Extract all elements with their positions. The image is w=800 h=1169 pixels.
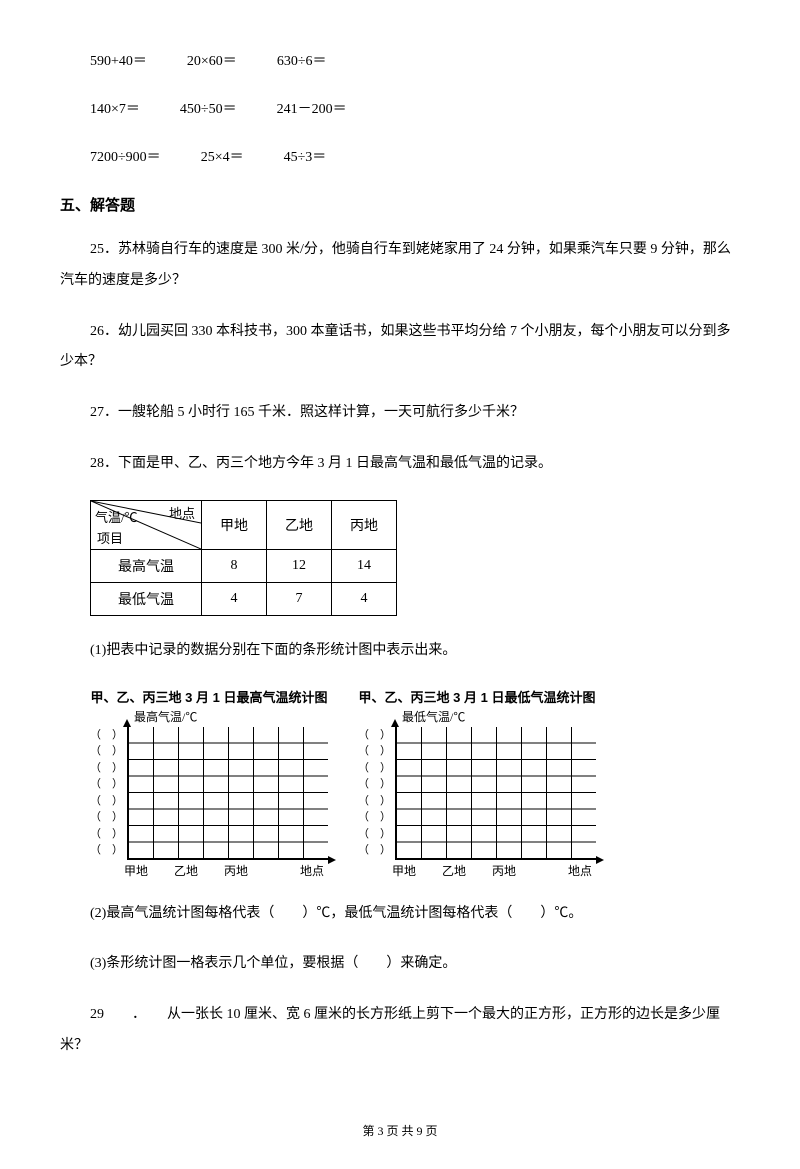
equation: 590+40＝	[90, 50, 147, 70]
table-cell: 14	[332, 549, 397, 582]
page-footer: 第 3 页 共 9 页	[60, 1122, 740, 1139]
chart-grid	[127, 727, 328, 860]
equation: 241－200＝	[277, 98, 347, 118]
question-29: 29 ． 从一张长 10 厘米、宽 6 厘米的长方形纸上剪下一个最大的正方形，正…	[60, 1000, 740, 1062]
x-axis-arrow-icon	[328, 856, 336, 864]
chart-ylabel: 最高气温/℃	[134, 708, 197, 725]
equation: 7200÷900＝	[90, 146, 161, 166]
y-axis-arrow-icon	[123, 719, 131, 727]
chart-xlabels: 甲地 乙地 丙地 地点	[392, 862, 592, 879]
table-diagonal-header: 地点 气温/℃ 项目	[91, 500, 202, 549]
chart-title: 甲、乙、丙三地 3 月 1 日最高气温统计图	[91, 687, 328, 706]
section-title: 五、解答题	[60, 194, 740, 215]
table-cell: 8	[202, 549, 267, 582]
table-row: 最高气温 8 12 14	[91, 549, 397, 582]
table-cell: 4	[202, 582, 267, 615]
equation-row-1: 590+40＝ 20×60＝ 630÷6＝	[60, 50, 740, 70]
diag-label-left: 气温/℃	[95, 507, 138, 526]
question-28-2: (2)最高气温统计图每格代表（ ）℃，最低气温统计图每格代表（ ）℃。	[60, 899, 740, 930]
question-28-intro: 28．下面是甲、乙、丙三个地方今年 3 月 1 日最高气温和最低气温的记录。	[60, 449, 740, 480]
table-cell: 12	[267, 549, 332, 582]
chart-yticks: （ ） （ ） （ ） （ ） （ ） （ ） （ ） （ ）	[90, 727, 123, 859]
chart-grid	[395, 727, 596, 860]
temperature-table: 地点 气温/℃ 项目 甲地 乙地 丙地 最高气温 8 12 14 最低气温 4 …	[90, 500, 397, 616]
question-26: 26．幼儿园买回 330 本科技书，300 本童话书，如果这些书平均分给 7 个…	[60, 317, 740, 379]
table-col-header: 乙地	[267, 500, 332, 549]
diag-label-bot: 项目	[97, 528, 123, 547]
question-25: 25．苏林骑自行车的速度是 300 米/分，他骑自行车到姥姥家用了 24 分钟，…	[60, 235, 740, 297]
equation: 630÷6＝	[277, 50, 327, 70]
equation: 45÷3＝	[284, 146, 327, 166]
chart-ylabel: 最低气温/℃	[402, 708, 465, 725]
table-row-label: 最高气温	[91, 549, 202, 582]
chart-yticks: （ ） （ ） （ ） （ ） （ ） （ ） （ ） （ ）	[358, 727, 391, 859]
question-28-3: (3)条形统计图一格表示几个单位，要根据（ ）来确定。	[60, 949, 740, 980]
y-axis-arrow-icon	[391, 719, 399, 727]
table-cell: 4	[332, 582, 397, 615]
question-27: 27．一艘轮船 5 小时行 165 千米．照这样计算，一天可航行多少千米？	[60, 398, 740, 429]
chart-title: 甲、乙、丙三地 3 月 1 日最低气温统计图	[359, 687, 596, 706]
equation: 25×4＝	[201, 146, 244, 166]
table-cell: 7	[267, 582, 332, 615]
low-temp-chart: 甲、乙、丙三地 3 月 1 日最低气温统计图 最低气温/℃ （ ） （ ） （ …	[358, 687, 596, 879]
equation: 140×7＝	[90, 98, 140, 118]
table-col-header: 甲地	[202, 500, 267, 549]
diag-label-top: 地点	[169, 503, 195, 522]
equation-row-3: 7200÷900＝ 25×4＝ 45÷3＝	[60, 146, 740, 166]
x-axis-arrow-icon	[596, 856, 604, 864]
equation-row-2: 140×7＝ 450÷50＝ 241－200＝	[60, 98, 740, 118]
table-row: 最低气温 4 7 4	[91, 582, 397, 615]
chart-xlabels: 甲地 乙地 丙地 地点	[124, 862, 324, 879]
table-row-label: 最低气温	[91, 582, 202, 615]
charts-container: 甲、乙、丙三地 3 月 1 日最高气温统计图 最高气温/℃ （ ） （ ） （ …	[90, 687, 740, 879]
high-temp-chart: 甲、乙、丙三地 3 月 1 日最高气温统计图 最高气温/℃ （ ） （ ） （ …	[90, 687, 328, 879]
question-28-1: (1)把表中记录的数据分别在下面的条形统计图中表示出来。	[60, 636, 740, 667]
equation: 20×60＝	[187, 50, 237, 70]
table-col-header: 丙地	[332, 500, 397, 549]
equation: 450÷50＝	[180, 98, 237, 118]
